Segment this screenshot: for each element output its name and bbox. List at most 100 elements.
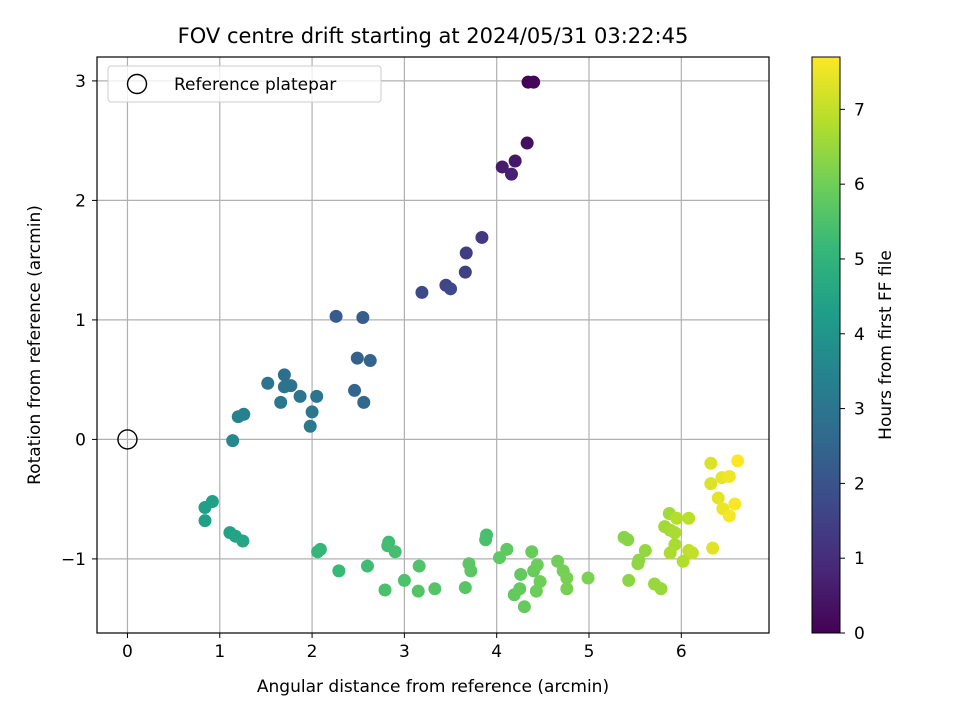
data-point: [728, 497, 742, 511]
data-point: [428, 582, 442, 596]
x-tick-label: 1: [214, 642, 225, 662]
colorbar-tick-label: 2: [854, 474, 865, 494]
data-point: [495, 160, 509, 174]
data-point: [388, 545, 402, 559]
y-tick-label: 2: [75, 191, 86, 211]
data-point: [261, 376, 275, 390]
data-point: [492, 551, 506, 565]
y-tick-label: −1: [61, 550, 86, 570]
data-point: [479, 533, 493, 547]
data-point: [313, 542, 327, 556]
data-point: [706, 541, 720, 555]
data-point: [348, 383, 362, 397]
colorbar-tick-label: 0: [854, 624, 865, 644]
data-point: [459, 246, 473, 260]
data-point: [378, 583, 392, 597]
y-axis-ticks: −1 0 1 2 3: [61, 72, 97, 570]
data-point: [226, 434, 240, 448]
colorbar-tick-label: 6: [854, 175, 865, 195]
data-point: [654, 582, 668, 596]
x-tick-label: 4: [491, 642, 502, 662]
x-tick-label: 3: [399, 642, 410, 662]
data-point: [500, 542, 514, 556]
data-point: [357, 395, 371, 409]
colorbar-tick-label: 5: [854, 250, 865, 270]
data-point: [274, 395, 288, 409]
data-point: [581, 571, 595, 585]
data-point: [508, 154, 522, 168]
colorbar-tick-label: 4: [854, 325, 865, 345]
data-point: [685, 546, 699, 560]
grid-lines: [97, 57, 769, 633]
data-point: [332, 564, 346, 578]
data-point: [722, 469, 736, 483]
data-point: [514, 567, 528, 581]
y-tick-label: 1: [75, 311, 86, 331]
data-point: [293, 389, 307, 403]
data-point: [363, 354, 377, 368]
x-tick-label: 6: [676, 642, 687, 662]
colorbar-ticks: 0 1 2 3 4 5 6 7: [840, 100, 865, 644]
y-tick-label: 0: [75, 430, 86, 450]
data-point: [310, 389, 324, 403]
data-point: [303, 419, 317, 433]
x-tick-label: 5: [584, 642, 595, 662]
data-point: [530, 558, 544, 572]
data-point: [231, 410, 245, 424]
data-point: [676, 554, 690, 568]
colorbar: [811, 56, 841, 634]
data-point: [458, 265, 472, 279]
data-point: [621, 533, 635, 547]
data-point: [205, 495, 219, 509]
data-point: [704, 477, 718, 491]
data-point: [638, 544, 652, 558]
data-point: [722, 509, 736, 523]
data-point: [464, 564, 478, 578]
data-point: [329, 309, 343, 323]
data-point: [527, 75, 541, 89]
y-axis-label: Rotation from reference (arcmin): [25, 205, 45, 485]
data-point: [525, 545, 539, 559]
colorbar-tick-label: 3: [854, 400, 865, 420]
data-point: [458, 581, 472, 595]
data-point: [198, 514, 212, 528]
legend: Reference platepar: [107, 65, 382, 103]
legend-marker: [126, 73, 148, 95]
data-point: [277, 368, 291, 382]
reference-marker: [117, 429, 138, 450]
data-point: [668, 526, 682, 540]
data-point: [415, 285, 429, 299]
colorbar-tick-label: 7: [854, 100, 865, 120]
data-point: [350, 351, 364, 365]
plot-frame: [96, 56, 770, 634]
x-tick-label: 0: [122, 642, 133, 662]
data-point: [631, 557, 645, 571]
legend-box: [107, 65, 382, 103]
data-point: [622, 573, 636, 587]
data-point: [513, 582, 527, 596]
data-point: [360, 559, 374, 573]
data-points: [198, 75, 745, 614]
colorbar-label: Hours from first FF file: [876, 250, 896, 440]
data-point: [475, 230, 489, 244]
data-point: [277, 380, 291, 394]
data-point: [533, 575, 547, 589]
data-point: [704, 456, 718, 470]
data-point: [711, 491, 725, 505]
x-tick-label: 2: [307, 642, 318, 662]
data-point: [731, 454, 745, 468]
reference-platepar-marker: [117, 429, 138, 450]
data-point: [551, 554, 565, 568]
data-point: [356, 311, 370, 325]
data-point: [670, 511, 684, 525]
chart-title: FOV centre drift starting at 2024/05/31 …: [178, 24, 689, 48]
data-point: [236, 534, 250, 548]
y-tick-label: 3: [75, 72, 86, 92]
data-point: [397, 573, 411, 587]
data-point: [444, 282, 458, 296]
data-point: [682, 511, 696, 525]
data-point: [520, 136, 534, 150]
data-point: [412, 559, 426, 573]
data-point: [517, 600, 531, 614]
